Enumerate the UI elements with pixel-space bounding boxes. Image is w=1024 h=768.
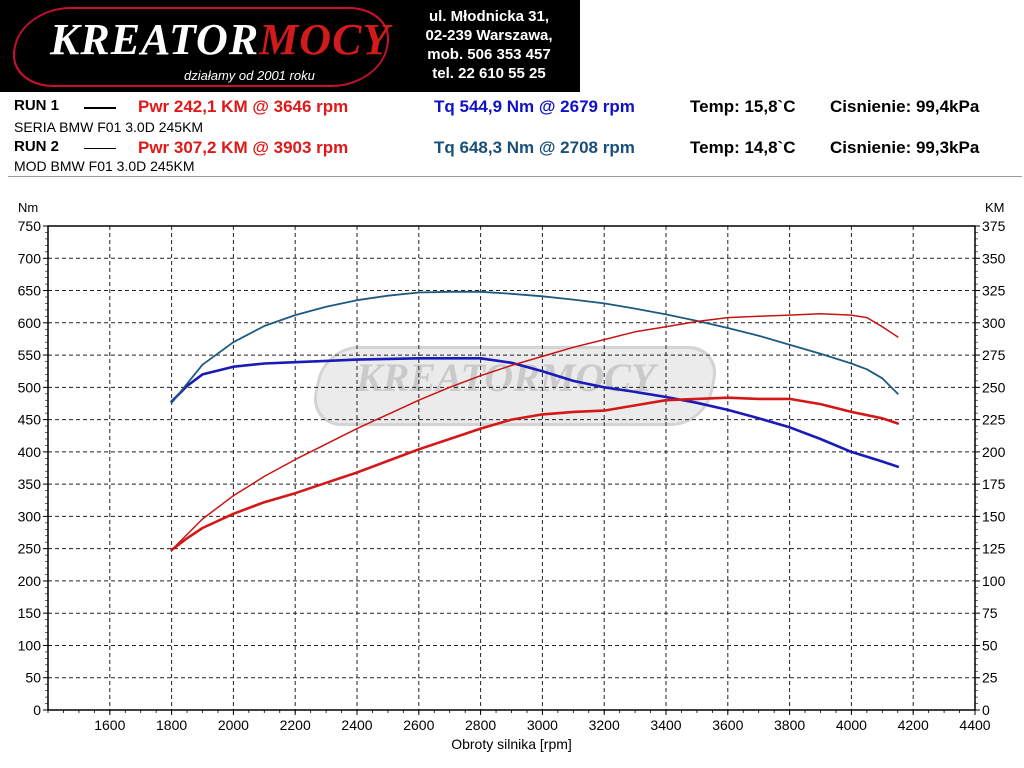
y-left-tick-label: 150 <box>18 605 42 621</box>
run-1-temp: Temp: 15,8`C <box>690 97 796 116</box>
run-2-label: RUN 2 <box>14 138 60 155</box>
header-separator <box>8 176 1022 177</box>
y-left-tick-label: 300 <box>18 508 42 524</box>
address-line: ul. Młodnicka 31, <box>428 8 550 25</box>
run-2-torque: Tq 648,3 Nm @ 2708 rpm <box>434 138 635 157</box>
y-right-axis-label: KM <box>985 200 1005 215</box>
plot-frame <box>47 225 976 711</box>
x-tick-label: 1800 <box>156 717 187 733</box>
x-tick-label: 3000 <box>527 717 558 733</box>
y-right-tick-label: 325 <box>982 283 1006 299</box>
x-tick-label: 2800 <box>465 717 496 733</box>
y-left-tick-label: 200 <box>18 573 42 589</box>
y-left-tick-label: 450 <box>18 412 42 428</box>
y-right-tick-label: 350 <box>982 250 1006 266</box>
run-2-legend-line <box>84 148 116 149</box>
run-1-pressure: Cisnienie: 99,4kPa <box>830 97 980 116</box>
x-tick-label: 2000 <box>218 717 249 733</box>
run-1-power: Pwr 242,1 KM @ 3646 rpm <box>138 97 349 116</box>
x-tick-label: 2400 <box>341 717 372 733</box>
y-left-axis-label: Nm <box>18 200 38 215</box>
y-right-tick-label: 150 <box>982 508 1006 524</box>
x-tick-label: 4000 <box>836 717 867 733</box>
y-left-tick-label: 350 <box>18 476 42 492</box>
x-tick-label: 3800 <box>774 717 805 733</box>
address-line: mob. 506 353 457 <box>427 46 551 63</box>
y-left-tick-label: 500 <box>18 379 42 395</box>
y-left-tick-label: 50 <box>25 670 41 686</box>
run-1-legend-line <box>84 107 116 109</box>
series-line-2 <box>170 290 899 404</box>
y-left-tick-label: 400 <box>18 444 42 460</box>
y-left-tick-label: 750 <box>18 218 42 234</box>
logo-tagline: działamy od 2001 roku <box>184 68 315 83</box>
y-right-tick-label: 25 <box>982 670 998 686</box>
run-1-description: SERIA BMW F01 3.0D 245KM <box>14 119 204 135</box>
y-left-tick-label: 100 <box>18 637 42 653</box>
y-right-tick-label: 225 <box>982 412 1006 428</box>
x-tick-label: 2200 <box>280 717 311 733</box>
run-1-label: RUN 1 <box>14 97 60 114</box>
y-right-tick-label: 175 <box>982 476 1006 492</box>
company-logo: KREATORMOCY działamy od 2001 roku <box>0 0 398 92</box>
x-tick-label: 4200 <box>898 717 929 733</box>
run-2-summary: RUN 2 Pwr 307,2 KM @ 3903 rpm Tq 648,3 N… <box>14 138 1014 160</box>
series-line-1 <box>170 357 900 468</box>
y-right-tick-label: 200 <box>982 444 1006 460</box>
x-tick-label: 3400 <box>650 717 681 733</box>
y-left-tick-label: 0 <box>33 702 41 718</box>
series-line-4 <box>170 313 899 551</box>
logo-wordmark: KREATORMOCY <box>50 15 391 64</box>
address-line: 02-239 Warszawa, <box>425 27 553 44</box>
y-left-tick-label: 650 <box>18 283 42 299</box>
y-right-tick-label: 375 <box>982 218 1006 234</box>
run-1-torque: Tq 544,9 Nm @ 2679 rpm <box>434 97 635 116</box>
run-1-summary: RUN 1 Pwr 242,1 KM @ 3646 rpm Tq 544,9 N… <box>14 97 1014 119</box>
y-right-tick-label: 250 <box>982 379 1006 395</box>
y-right-tick-label: 125 <box>982 541 1006 557</box>
address-block: ul. Młodnicka 31, 02-239 Warszawa, mob. … <box>398 0 580 92</box>
run-2-power: Pwr 307,2 KM @ 3903 rpm <box>138 138 349 157</box>
run-2-description: MOD BMW F01 3.0D 245KM <box>14 158 195 174</box>
y-right-tick-label: 50 <box>982 637 998 653</box>
x-axis-label: Obroty silnika [rpm] <box>451 736 572 752</box>
x-tick-label: 3600 <box>712 717 743 733</box>
address-line: tel. 22 610 55 25 <box>432 65 546 82</box>
y-right-tick-label: 75 <box>982 605 998 621</box>
series-line-3 <box>170 396 900 552</box>
run-2-pressure: Cisnienie: 99,3kPa <box>830 138 980 157</box>
x-tick-label: 4400 <box>959 717 990 733</box>
x-tick-label: 3200 <box>589 717 620 733</box>
y-left-tick-label: 250 <box>18 541 42 557</box>
y-left-tick-label: 700 <box>18 250 42 266</box>
y-right-tick-label: 275 <box>982 347 1006 363</box>
y-right-tick-label: 300 <box>982 315 1006 331</box>
run-2-temp: Temp: 14,8`C <box>690 138 796 157</box>
y-left-tick-label: 600 <box>18 315 42 331</box>
y-left-tick-label: 550 <box>18 347 42 363</box>
y-right-tick-label: 100 <box>982 573 1006 589</box>
y-right-tick-label: 0 <box>982 702 990 718</box>
x-tick-label: 2600 <box>403 717 434 733</box>
x-tick-label: 1600 <box>94 717 125 733</box>
